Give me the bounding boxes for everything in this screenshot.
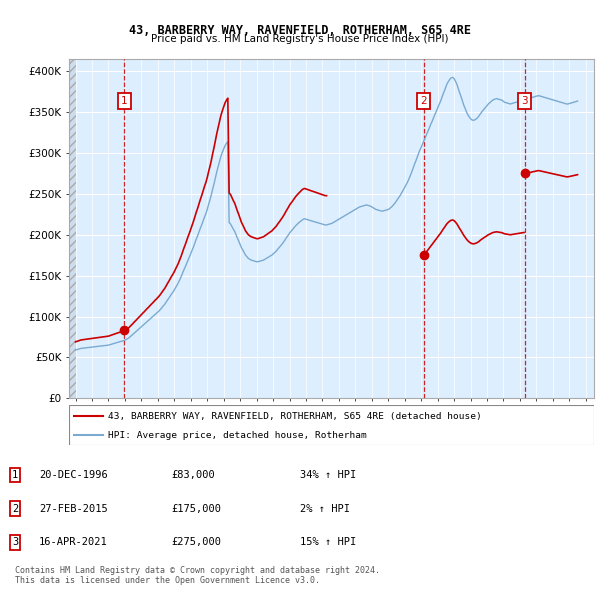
- Text: 16-APR-2021: 16-APR-2021: [39, 537, 108, 547]
- Text: £83,000: £83,000: [171, 470, 215, 480]
- FancyBboxPatch shape: [69, 405, 594, 445]
- Text: Price paid vs. HM Land Registry's House Price Index (HPI): Price paid vs. HM Land Registry's House …: [151, 34, 449, 44]
- Text: 43, BARBERRY WAY, RAVENFIELD, ROTHERHAM, S65 4RE: 43, BARBERRY WAY, RAVENFIELD, ROTHERHAM,…: [129, 24, 471, 37]
- Text: 34% ↑ HPI: 34% ↑ HPI: [300, 470, 356, 480]
- Text: 43, BARBERRY WAY, RAVENFIELD, ROTHERHAM, S65 4RE (detached house): 43, BARBERRY WAY, RAVENFIELD, ROTHERHAM,…: [109, 412, 482, 421]
- Text: 1: 1: [12, 470, 18, 480]
- Text: HPI: Average price, detached house, Rotherham: HPI: Average price, detached house, Roth…: [109, 431, 367, 440]
- Text: 1: 1: [121, 96, 128, 106]
- Bar: [69, 59, 76, 398]
- Text: £275,000: £275,000: [171, 537, 221, 547]
- Text: 3: 3: [521, 96, 528, 106]
- Text: £175,000: £175,000: [171, 504, 221, 513]
- Text: Contains HM Land Registry data © Crown copyright and database right 2024.
This d: Contains HM Land Registry data © Crown c…: [15, 566, 380, 585]
- Text: 27-FEB-2015: 27-FEB-2015: [39, 504, 108, 513]
- Text: 2% ↑ HPI: 2% ↑ HPI: [300, 504, 350, 513]
- Text: 20-DEC-1996: 20-DEC-1996: [39, 470, 108, 480]
- Text: 3: 3: [12, 537, 18, 547]
- Text: 2: 2: [421, 96, 427, 106]
- Text: 15% ↑ HPI: 15% ↑ HPI: [300, 537, 356, 547]
- Text: 2: 2: [12, 504, 18, 513]
